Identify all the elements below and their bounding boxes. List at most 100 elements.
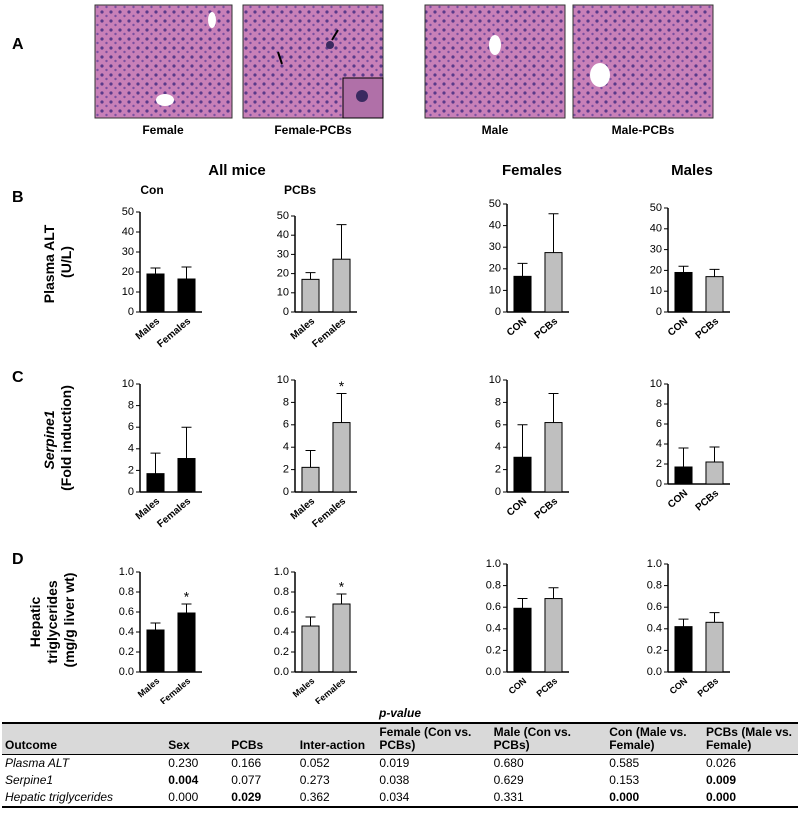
y-tick-label: 10 — [489, 284, 501, 296]
table-cell: 0.153 — [609, 773, 640, 787]
table-cell: 0.629 — [493, 773, 524, 787]
column-header: All mice — [208, 162, 266, 179]
table-cell: 0.230 — [168, 756, 199, 770]
bar — [301, 466, 320, 493]
y-tick-label: 40 — [650, 223, 662, 235]
y-tick-label: 2 — [283, 464, 289, 476]
table-cell: 0.038 — [379, 773, 410, 787]
table-cell: 0.331 — [493, 790, 524, 804]
table-cell: 0.052 — [299, 756, 330, 770]
x-tick-label: PCBs — [695, 676, 720, 699]
x-tick-label: CON — [507, 676, 529, 697]
y-tick-label: 6 — [656, 418, 662, 430]
column-header: Con (Male vs. Female) — [606, 723, 703, 755]
bar — [177, 458, 196, 493]
micrograph — [572, 4, 714, 119]
row-label-line: (U/L) — [58, 246, 74, 278]
table-body: Plasma ALT 0.230 0.166 0.052 0.019 0.680 0.585… — [2, 755, 798, 808]
y-tick-label: 0.0 — [647, 666, 662, 678]
bar — [513, 275, 532, 313]
x-tick-label: Males — [291, 676, 317, 700]
x-tick-label: CON — [666, 488, 690, 511]
x-tick-label: CON — [666, 316, 690, 339]
table-cell: 0.000 — [168, 790, 199, 804]
column-header: Outcome — [2, 723, 166, 755]
x-tick-label: Females — [158, 676, 192, 704]
bar — [674, 626, 693, 673]
chart-area: A Female Female-PCBs Male Male-PCBs All … — [12, 4, 730, 704]
y-tick-label: 0 — [128, 486, 134, 498]
y-tick-label: 0 — [656, 306, 662, 318]
error-bar — [336, 392, 347, 423]
table-cell: 0.680 — [493, 756, 524, 770]
y-tick-label: 20 — [489, 263, 501, 275]
row-label: Hepatic triglycerides (mg/g liver wt) — [27, 573, 77, 668]
bar — [332, 258, 351, 313]
y-tick-label: 1.0 — [119, 566, 134, 578]
cluster — [356, 90, 368, 102]
table-cell: 0.019 — [379, 756, 410, 770]
vessel — [489, 35, 501, 55]
y-tick-label: 50 — [650, 202, 662, 214]
micrographs — [94, 4, 714, 119]
y-tick-label: 50 — [122, 206, 134, 218]
bar — [301, 625, 320, 673]
panel-label: B — [12, 189, 24, 206]
y-tick-label: 0.8 — [647, 580, 662, 592]
y-tick-label: 0.0 — [274, 666, 289, 678]
x-tick-label: PCBs — [694, 316, 722, 342]
significance: * — [184, 589, 190, 605]
table-cell: 0.000 — [609, 790, 640, 804]
error-bar — [548, 392, 559, 423]
error-bar — [678, 618, 689, 627]
error-bar — [305, 450, 316, 468]
y-tick-label: 50 — [277, 210, 289, 222]
vessel — [590, 63, 610, 87]
bar — [177, 278, 196, 313]
error-bar — [336, 224, 347, 260]
table-cell: 0.034 — [379, 790, 410, 804]
y-tick-label: 4 — [283, 441, 289, 453]
y-tick-label: 1.0 — [647, 558, 662, 570]
y-tick-label: 0.6 — [647, 601, 662, 613]
row-label-line: (Fold induction) — [58, 385, 74, 491]
panel-label: D — [12, 551, 24, 568]
table-title: p-value — [378, 706, 421, 720]
column-header: Sex — [165, 723, 229, 755]
error-bar — [548, 587, 559, 599]
column-header: Females — [502, 162, 562, 179]
x-tick-label: Females — [310, 496, 348, 530]
error-bar — [150, 452, 161, 474]
error-bar — [678, 447, 689, 467]
y-tick-label: 20 — [650, 264, 662, 276]
row-label: Serpine1 (Fold induction) — [41, 385, 74, 491]
table-cell: 0.362 — [299, 790, 330, 804]
error-bar — [181, 603, 192, 613]
significance: * — [339, 579, 345, 595]
y-tick-label: 0.2 — [486, 644, 501, 656]
column-header: Male (Con vs. PCBs) — [490, 723, 607, 755]
error-bar — [548, 213, 559, 253]
column-header: Female (Con vs. PCBs) — [376, 723, 491, 755]
bar — [146, 273, 165, 313]
y-tick-label: 10 — [122, 286, 134, 298]
bar — [513, 607, 532, 673]
bar — [705, 276, 724, 313]
y-tick-label: 0.6 — [119, 606, 134, 618]
y-tick-label: 6 — [495, 419, 501, 431]
bar — [146, 629, 165, 673]
vessel — [208, 12, 216, 28]
y-tick-label: 6 — [128, 421, 134, 433]
error-bar — [181, 266, 192, 279]
bar — [332, 422, 351, 493]
y-tick-label: 8 — [656, 398, 662, 410]
y-tick-label: 6 — [283, 419, 289, 431]
y-tick-label: 10 — [122, 378, 134, 390]
column-header: Con — [140, 183, 163, 197]
table-cell: 0.585 — [609, 756, 640, 770]
y-tick-label: 0.4 — [486, 623, 501, 635]
x-tick-label: Males — [136, 676, 162, 700]
y-tick-label: 0.2 — [647, 644, 662, 656]
row-label-line: triglycerides — [44, 580, 60, 663]
bar — [177, 612, 196, 673]
